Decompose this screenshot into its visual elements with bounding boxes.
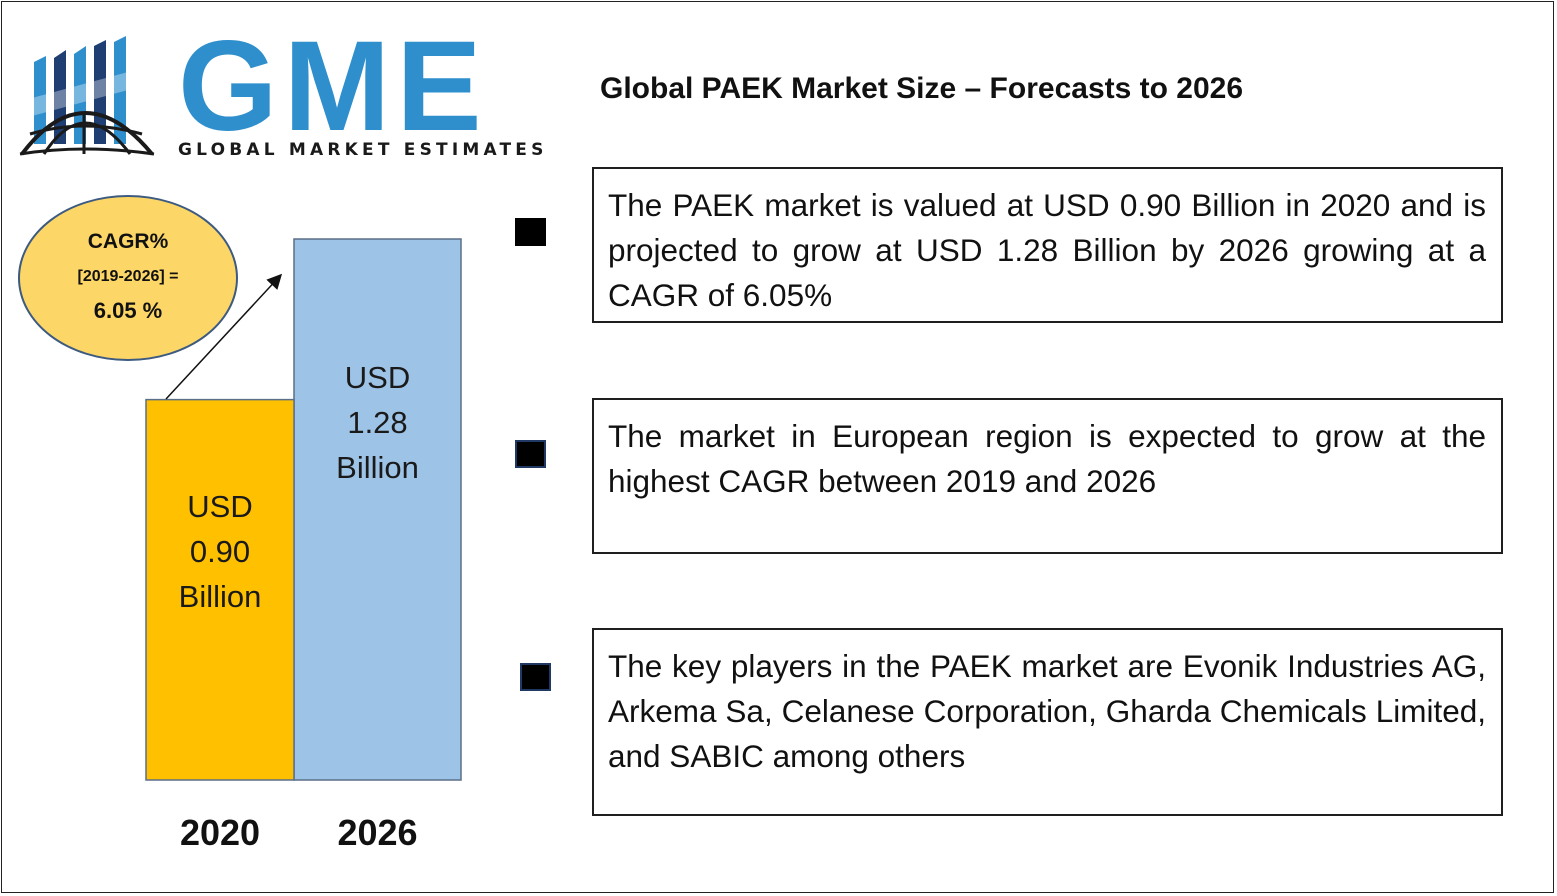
data-label-line: USD [344, 360, 411, 396]
cagr-value: 6.05 % [93, 298, 163, 323]
x-tick-2020: 2020 [179, 812, 261, 853]
page-title: Global PAEK Market Size – Forecasts to 2… [600, 72, 1244, 105]
bullet-square [520, 663, 551, 691]
data-label-line: 0.90 [189, 533, 251, 569]
highlight-card-key-players: The key players in the PAEK market are E… [592, 628, 1503, 816]
cagr-label: CAGR% [87, 230, 169, 253]
data-label-2020: USD 0.90 Billion [146, 484, 294, 619]
data-label-line: 1.28 [347, 405, 408, 441]
cagr-period: [2019-2026] = [77, 268, 179, 285]
cagr-badge: CAGR% [2019-2026] = 6.05 % [18, 195, 238, 361]
highlight-card-region: The market in European region is expecte… [592, 398, 1503, 554]
gme-logo: GME GLOBAL MARKET ESTIMATES [14, 15, 543, 162]
data-label-line: Billion [336, 450, 419, 486]
highlight-text: The PAEK market is valued at USD 0.90 Bi… [608, 187, 1486, 313]
highlight-text: The key players in the PAEK market are E… [608, 648, 1486, 774]
x-tick-2026: 2026 [337, 812, 418, 853]
globe-chart-icon [19, 36, 155, 156]
brand-name: GME [178, 15, 488, 158]
highlight-card-valuation: The PAEK market is valued at USD 0.90 Bi… [592, 167, 1503, 323]
highlight-text: The market in European region is expecte… [608, 418, 1486, 499]
brand-tagline: GLOBAL MARKET ESTIMATES [178, 140, 548, 160]
data-label-line: Billion [178, 578, 262, 614]
bullet-square [515, 440, 546, 468]
data-label-2026: USD 1.28 Billion [294, 355, 461, 490]
data-label-line: USD [187, 488, 253, 524]
bullet-square [515, 218, 546, 246]
